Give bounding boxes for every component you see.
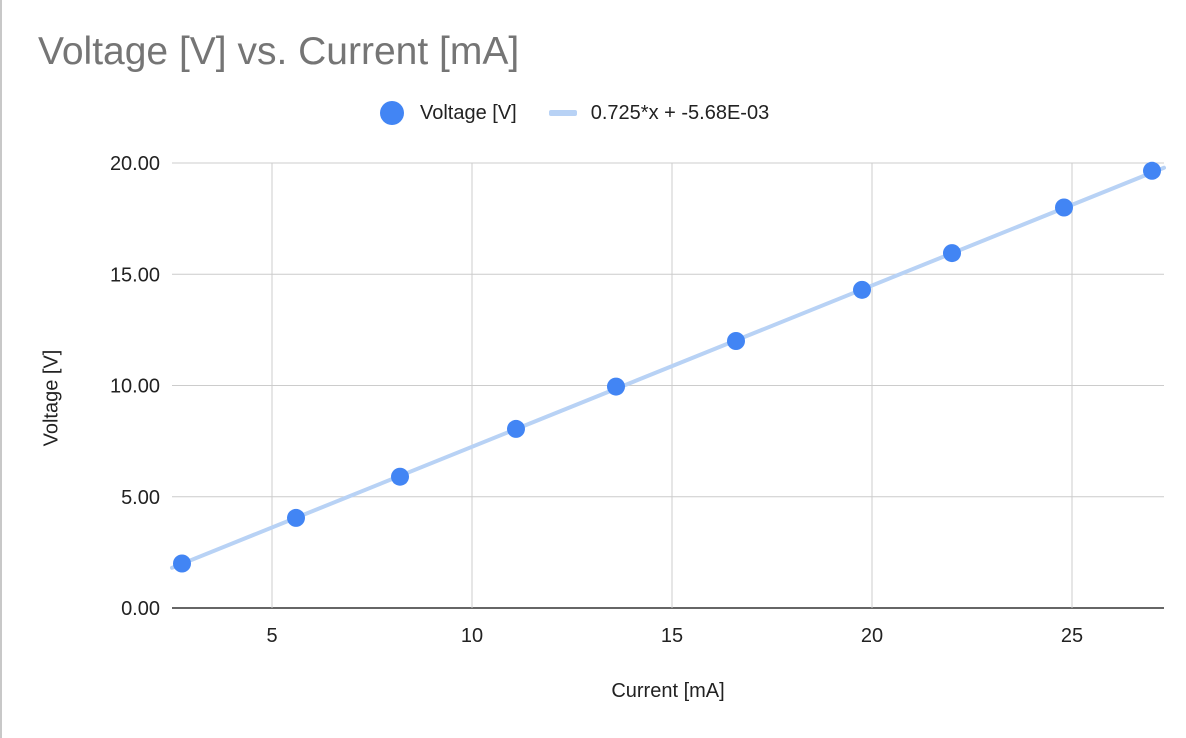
data-point[interactable] <box>607 377 625 396</box>
x-tick-label: 10 <box>461 625 483 647</box>
trendline <box>170 165 1166 570</box>
legend-label-trendline: 0.725*x + -5.68E-03 <box>590 101 770 124</box>
data-point-layer <box>173 161 1161 573</box>
data-point[interactable] <box>173 554 191 573</box>
y-tick-label: 15.00 <box>110 264 160 286</box>
tick-label-layer: 0.00 5.00 10.00 15.00 20.00 5 10 15 20 25 <box>110 153 1083 647</box>
y-tick-label: 10.00 <box>110 376 160 398</box>
data-point[interactable] <box>943 244 961 263</box>
data-point[interactable] <box>727 332 745 350</box>
x-tick-label: 15 <box>661 625 683 647</box>
y-tick-label: 5.00 <box>121 487 160 509</box>
chart-title: Voltage [V] vs. Current [mA] <box>38 30 520 73</box>
x-tick-label: 20 <box>861 625 883 647</box>
x-tick-label: 5 <box>266 625 277 647</box>
y-tick-label: 0.00 <box>121 598 160 620</box>
data-point[interactable] <box>853 280 871 299</box>
trendline-layer <box>170 165 1166 570</box>
grid-layer <box>172 162 1164 609</box>
x-tick-label: 25 <box>1061 625 1083 647</box>
legend-marker-line <box>548 110 577 116</box>
data-point[interactable] <box>1055 198 1073 217</box>
window-frame-edge <box>0 0 2 738</box>
legend-label-voltage: Voltage [V] <box>420 101 517 124</box>
data-point[interactable] <box>287 508 305 527</box>
data-point[interactable] <box>1143 161 1161 180</box>
y-tick-label: 20.00 <box>110 153 160 175</box>
legend-item-trendline[interactable]: 0.725*x + -5.68E-03 <box>548 101 770 125</box>
legend-item-voltage[interactable]: Voltage [V] <box>380 101 517 125</box>
x-axis-label: Current [mA] <box>611 680 725 702</box>
legend-marker-dot <box>380 101 404 125</box>
data-point[interactable] <box>391 467 409 486</box>
data-point[interactable] <box>507 419 525 438</box>
legend: Voltage [V] 0.725*x + -5.68E-03 <box>380 98 801 128</box>
y-axis-label: Voltage [V] <box>40 349 63 447</box>
